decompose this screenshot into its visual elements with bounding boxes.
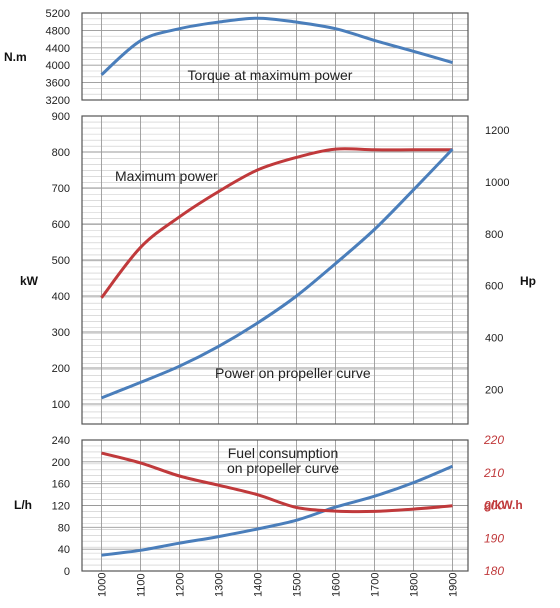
- y-right-tick-label: 210: [483, 466, 504, 480]
- y-tick-label: 160: [52, 479, 70, 491]
- y-axis-title: kW: [20, 274, 39, 288]
- y-tick-label: 500: [52, 255, 70, 267]
- y-right-axis-title: Hp: [520, 274, 536, 288]
- y-right-tick-label: 1000: [485, 177, 509, 189]
- y-tick-label: 3200: [46, 95, 70, 107]
- fuel-frame: [81, 439, 469, 572]
- torque-panel: [81, 12, 469, 101]
- x-tick-label: 1500: [292, 573, 304, 597]
- annotation-torque: Torque at maximum power: [188, 67, 353, 83]
- torque-frame: [81, 12, 469, 101]
- power-frame: [81, 115, 469, 425]
- x-tick-label: 1300: [214, 573, 226, 597]
- y-tick-label: 900: [52, 111, 70, 123]
- y-right-axis-title: g/kW.h: [484, 498, 523, 512]
- x-tick-label: 1000: [97, 573, 109, 597]
- y-tick-label: 4400: [46, 43, 70, 55]
- y-tick-label: 0: [64, 566, 70, 578]
- y-axis-title: N.m: [4, 50, 27, 64]
- y-tick-label: 400: [52, 291, 70, 303]
- y-tick-label: 200: [52, 457, 70, 469]
- power-series-line: [100, 147, 453, 299]
- y-tick-label: 4800: [46, 25, 70, 37]
- x-tick-label: 1900: [448, 573, 460, 597]
- y-tick-label: 700: [52, 183, 70, 195]
- annotation-fuel-line-2: on propeller curve: [227, 460, 339, 476]
- y-tick-label: 40: [58, 544, 70, 556]
- y-tick-label: 120: [52, 501, 70, 513]
- y-right-tick-label: 200: [485, 385, 503, 397]
- y-tick-label: 3600: [46, 78, 70, 90]
- x-tick-label: 1800: [409, 573, 421, 597]
- y-right-tick-label: 220: [483, 433, 504, 447]
- y-right-tick-label: 180: [484, 564, 504, 578]
- y-right-tick-label: 400: [485, 333, 503, 345]
- x-tick-label: 1200: [175, 573, 187, 597]
- power-series-line: [100, 148, 454, 400]
- x-tick-label: 1600: [331, 573, 343, 597]
- y-axis-title: L/h: [14, 498, 32, 512]
- y-right-tick-label: 800: [485, 229, 503, 241]
- x-tick-label: 1400: [253, 573, 265, 597]
- annotation-maximum-power: Maximum power: [115, 168, 218, 184]
- torque-series-line: [100, 16, 453, 76]
- y-tick-label: 600: [52, 219, 70, 231]
- annotation-fuel-line-1: Fuel consumption: [228, 445, 339, 461]
- power-panel: [81, 115, 469, 425]
- y-tick-label: 800: [52, 147, 70, 159]
- y-right-tick-label: 1200: [485, 125, 509, 137]
- y-right-tick-label: 190: [484, 531, 504, 545]
- fuel-series-line: [101, 451, 453, 514]
- y-tick-label: 200: [52, 363, 70, 375]
- y-tick-label: 240: [52, 435, 70, 447]
- y-right-tick-label: 600: [485, 281, 503, 293]
- y-tick-label: 4000: [46, 60, 70, 72]
- y-tick-label: 300: [52, 327, 70, 339]
- x-tick-label: 1700: [370, 573, 382, 597]
- y-right-tick-label: 200: [483, 499, 504, 513]
- fuel-series-line: [101, 464, 454, 557]
- fuel-panel: [81, 439, 469, 572]
- x-tick-label: 1100: [136, 573, 148, 597]
- y-tick-label: 5200: [46, 8, 70, 20]
- y-tick-label: 100: [52, 399, 70, 411]
- annotation-propeller-power: Power on propeller curve: [215, 365, 371, 381]
- y-tick-label: 80: [58, 522, 70, 534]
